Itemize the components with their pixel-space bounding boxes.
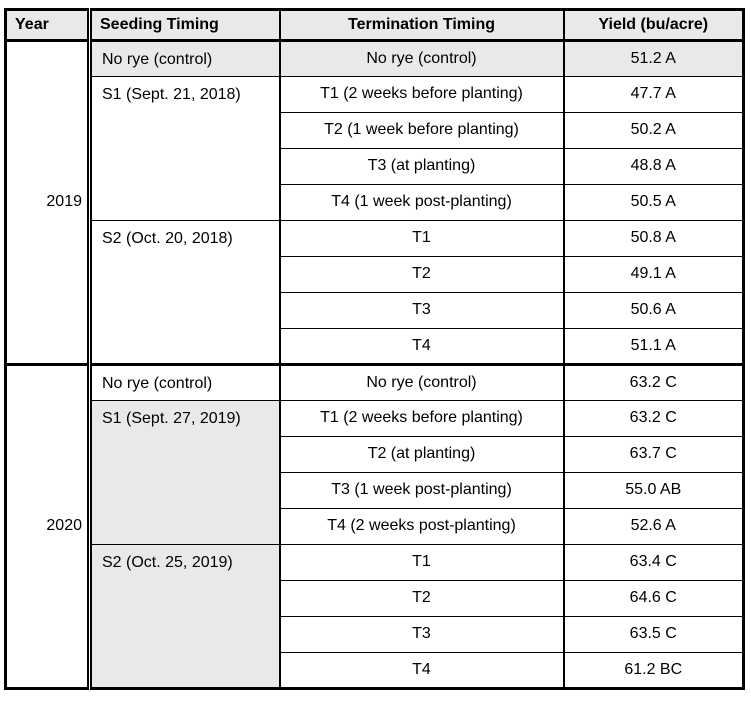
- yield-cell: 63.7 C: [562, 436, 744, 473]
- header-cell-seeding-timing: Seeding Timing: [87, 9, 280, 42]
- termination-cell: No rye (control): [278, 40, 564, 77]
- termination-cell: T1 (2 weeks before planting): [278, 76, 564, 113]
- termination-cell: T3: [278, 616, 564, 653]
- table-row: S1 (Sept. 27, 2019) T1 (2 weeks before p…: [6, 400, 744, 545]
- termination-cell: T3 (1 week post-planting): [278, 472, 564, 509]
- termination-cell: T3: [278, 292, 564, 329]
- yield-cell: 64.6 C: [562, 580, 744, 617]
- yield-cell: 63.2 C: [562, 363, 744, 401]
- yield-cell: 48.8 A: [562, 148, 744, 185]
- termination-cell: T2: [278, 256, 564, 293]
- seeding-cell: No rye (control): [87, 363, 280, 401]
- termination-cell: T3 (at planting): [278, 148, 564, 185]
- table-row: T2 49.1 A: [6, 256, 744, 293]
- year-cell-2019: 2019: [5, 40, 90, 365]
- termination-cell: No rye (control): [278, 363, 564, 401]
- termination-cell: T2 (1 week before planting): [278, 112, 564, 149]
- yield-cell: 52.6 A: [562, 508, 744, 545]
- yield-cell: 51.2 A: [562, 40, 744, 77]
- termination-cell: T2: [278, 580, 564, 617]
- table-row: T3 (1 week post-planting) 55.0 AB: [6, 472, 744, 509]
- seeding-cell: S1 (Sept. 27, 2019): [87, 400, 280, 545]
- yield-cell: 51.1 A: [562, 328, 744, 365]
- year-cell-2020: 2020: [5, 363, 90, 689]
- table-row: S2 (Oct. 25, 2019) T1 63.4 C: [6, 544, 744, 689]
- header-row: Year Seeding Timing Termination Timing Y…: [5, 9, 744, 42]
- yield-cell: 50.2 A: [562, 112, 744, 149]
- yield-cell: 47.7 A: [562, 76, 744, 113]
- seeding-cell: No rye (control): [87, 40, 280, 77]
- yield-table-container: Year Seeding Timing Termination Timing Y…: [4, 8, 745, 690]
- table-row: T4 (1 week post-planting) 50.5 A: [6, 184, 744, 221]
- yield-cell: 50.5 A: [562, 184, 744, 221]
- table-row: T3 50.6 A: [6, 292, 744, 329]
- termination-cell: T2 (at planting): [278, 436, 564, 473]
- header-cell-yield: Yield (bu/acre): [562, 9, 744, 42]
- yield-cell: 49.1 A: [562, 256, 744, 293]
- termination-cell: T1: [278, 544, 564, 581]
- termination-cell: T4 (2 weeks post-planting): [278, 508, 564, 545]
- table-row: S2 (Oct. 20, 2018) T1 50.8 A: [6, 220, 744, 365]
- termination-cell: T4: [278, 328, 564, 365]
- table-row: T3 63.5 C: [6, 616, 744, 653]
- table-row: T4 (2 weeks post-planting) 52.6 A: [6, 508, 744, 545]
- yield-cell: 50.6 A: [562, 292, 744, 329]
- seeding-cell: S2 (Oct. 25, 2019): [87, 544, 280, 689]
- termination-cell: T1 (2 weeks before planting): [278, 400, 564, 437]
- termination-cell: T4 (1 week post-planting): [278, 184, 564, 221]
- yield-cell: 63.2 C: [562, 400, 744, 437]
- yield-cell: 50.8 A: [562, 220, 744, 257]
- yield-cell: 61.2 BC: [562, 652, 744, 689]
- termination-cell: T1: [278, 220, 564, 257]
- yield-cell: 63.4 C: [562, 544, 744, 581]
- table-row: T4 61.2 BC: [6, 652, 744, 689]
- seeding-cell: S1 (Sept. 21, 2018): [87, 76, 280, 221]
- header-cell-termination-timing: Termination Timing: [278, 9, 564, 42]
- table-row: S1 (Sept. 21, 2018) T1 (2 weeks before p…: [6, 76, 744, 221]
- table-row: 2019 No rye (control) No rye (control) 5…: [5, 40, 744, 365]
- table-row: T3 (at planting) 48.8 A: [6, 148, 744, 185]
- table-row: T2 (at planting) 63.7 C: [6, 436, 744, 473]
- table-row: T2 (1 week before planting) 50.2 A: [6, 112, 744, 149]
- header-cell-year: Year: [5, 9, 90, 42]
- table-row: T4 51.1 A: [6, 328, 744, 365]
- seeding-cell: S2 (Oct. 20, 2018): [87, 220, 280, 365]
- yield-cell: 55.0 AB: [562, 472, 744, 509]
- termination-cell: T4: [278, 652, 564, 689]
- yield-cell: 63.5 C: [562, 616, 744, 653]
- table-row: 2020 No rye (control) No rye (control) 6…: [5, 363, 744, 689]
- rye-yield-table: Year Seeding Timing Termination Timing Y…: [4, 8, 745, 690]
